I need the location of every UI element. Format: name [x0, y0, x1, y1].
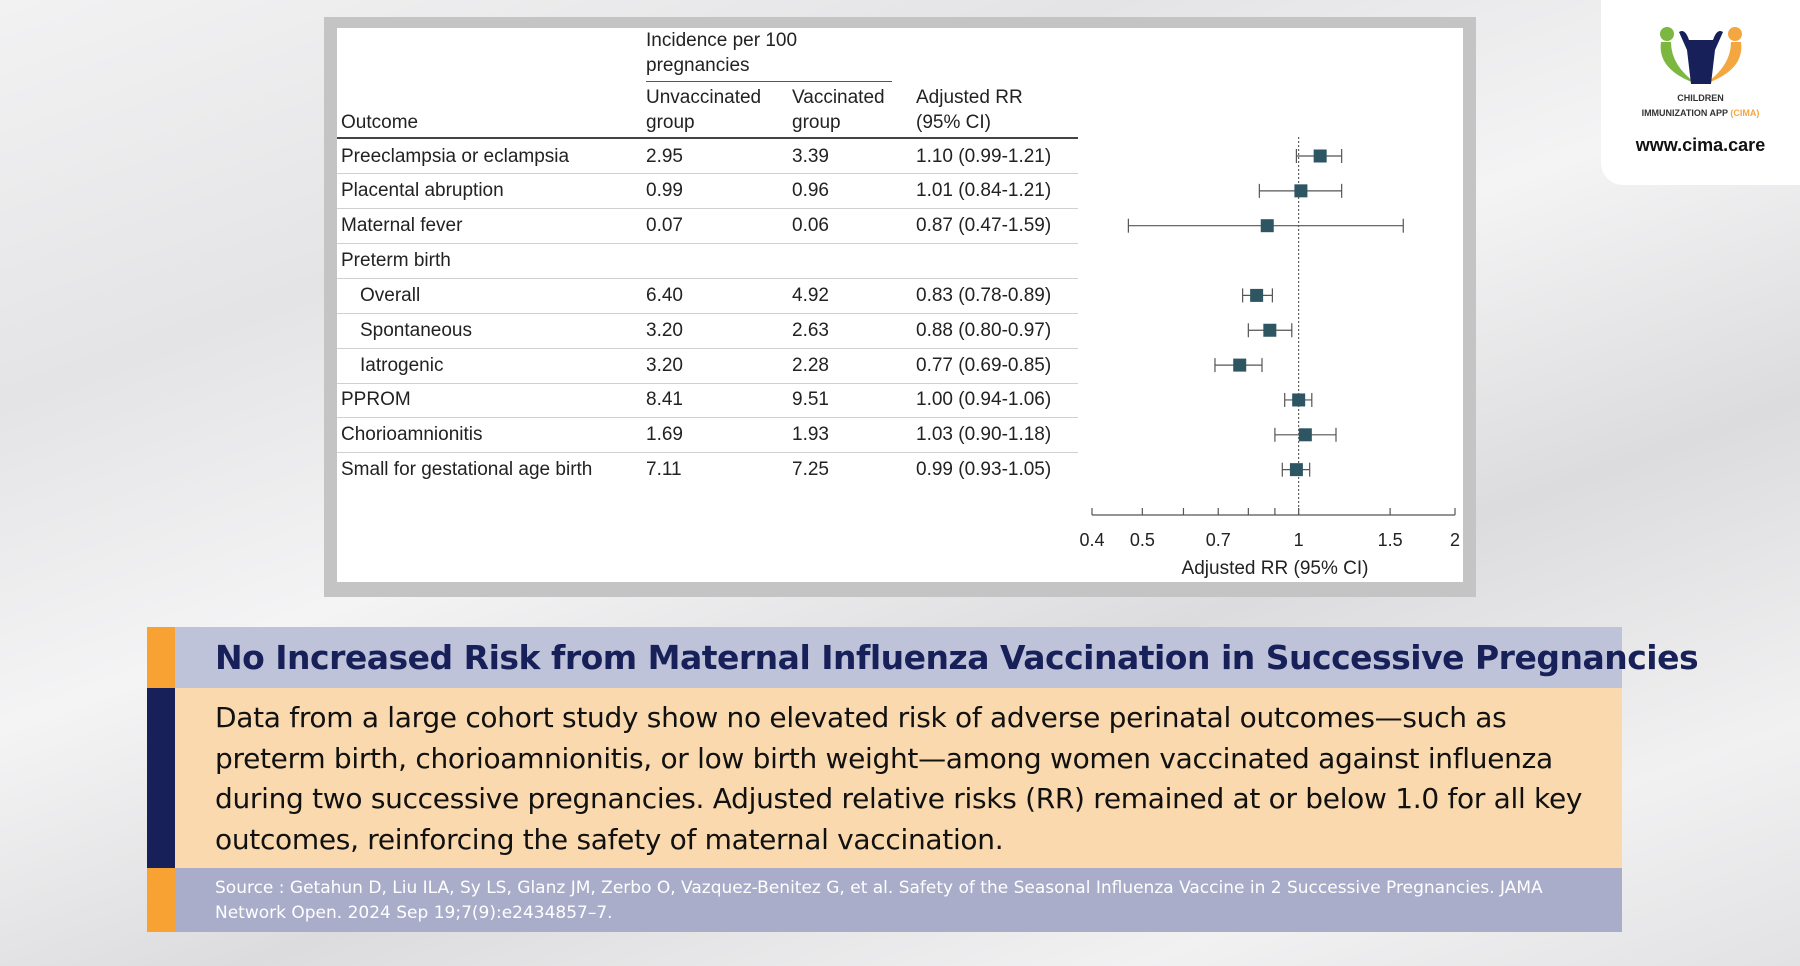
point-estimate: [1313, 149, 1327, 163]
row-divider: [337, 452, 1078, 454]
cell-outcome: Spontaneous: [360, 319, 472, 341]
row-divider: [337, 312, 1078, 314]
x-tick-label: 2: [1450, 530, 1460, 550]
x-tick-label: 0.7: [1206, 530, 1231, 550]
cell-vaccinated: 2.28: [792, 354, 829, 376]
logo-line1: CHILDREN: [1677, 93, 1724, 103]
cell-rr: 1.01 (0.84-1.21): [916, 180, 1052, 202]
row-divider: [337, 417, 1078, 419]
point-estimate: [1250, 288, 1264, 302]
cell-vaccinated: 3.39: [792, 145, 829, 167]
point-estimate: [1298, 428, 1312, 442]
cima-logo[interactable]: CHILDREN IMMUNIZATION APP (CIMA) www.cim…: [1601, 0, 1800, 185]
x-tick-label: 0.4: [1079, 530, 1104, 550]
row-divider: [337, 208, 1078, 210]
row-divider: [337, 382, 1078, 384]
cell-rr: 0.87 (0.47-1.59): [916, 215, 1052, 237]
cell-unvaccinated: 2.95: [646, 145, 683, 167]
logo-line2-accent: (CIMA): [1730, 108, 1760, 118]
cell-rr: 0.83 (0.78-0.89): [916, 284, 1052, 306]
cell-vaccinated: 4.92: [792, 284, 829, 306]
accent-strip: [147, 627, 175, 688]
logo-url[interactable]: www.cima.care: [1635, 135, 1766, 155]
point-estimate: [1263, 323, 1277, 337]
cell-unvaccinated: 1.69: [646, 424, 683, 446]
header-vaccinated: Vaccinated group: [792, 87, 885, 133]
x-tick-label: 1: [1294, 530, 1304, 550]
header-rule: [337, 137, 1078, 139]
row-divider: [337, 173, 1078, 175]
cell-outcome: Small for gestational age birth: [341, 459, 593, 481]
header-unvaccinated: Unvaccinated group: [646, 87, 762, 133]
point-estimate: [1260, 219, 1274, 233]
cell-unvaccinated: 7.11: [646, 459, 682, 481]
point-estimate: [1289, 463, 1303, 477]
banner-source: Source : Getahun D, Liu ILA, Sy LS, Glan…: [215, 878, 1543, 923]
row-divider: [337, 347, 1078, 349]
cell-outcome: Preeclampsia or eclampsia: [341, 145, 570, 167]
point-estimate: [1292, 393, 1306, 407]
cell-rr: 0.99 (0.93-1.05): [916, 459, 1052, 481]
cell-rr: 1.03 (0.90-1.18): [916, 424, 1052, 446]
summary-banner: No Increased Risk from Maternal Influenz…: [147, 627, 1699, 932]
header-divider: [646, 81, 892, 82]
cell-outcome: PPROM: [341, 389, 411, 411]
cell-vaccinated: 7.25: [792, 459, 829, 481]
accent-strip: [147, 688, 175, 868]
cima-logo-mark-icon: [1660, 27, 1742, 84]
banner-source-row: Source : Getahun D, Liu ILA, Sy LS, Glan…: [147, 868, 1622, 932]
cell-vaccinated: 9.51: [792, 389, 829, 411]
x-tick-label: 0.5: [1130, 530, 1155, 550]
cell-unvaccinated: 3.20: [646, 354, 683, 376]
banner-body: Data from a large cohort study show no e…: [215, 701, 1583, 856]
cell-outcome: Preterm birth: [341, 250, 451, 272]
cell-unvaccinated: 0.07: [646, 215, 683, 237]
cell-outcome: Iatrogenic: [360, 354, 444, 376]
x-axis-label: Adjusted RR (95% CI): [1182, 558, 1369, 579]
cell-outcome: Placental abruption: [341, 180, 504, 202]
cell-rr: 1.00 (0.94-1.06): [916, 389, 1052, 411]
row-divider: [337, 243, 1078, 245]
accent-strip: [147, 868, 175, 932]
cell-outcome: Maternal fever: [341, 215, 463, 237]
point-estimate: [1294, 184, 1308, 198]
row-divider: [337, 277, 1078, 279]
header-outcome: Outcome: [341, 112, 419, 133]
figure-canvas: [337, 28, 1463, 582]
banner-body-row: Data from a large cohort study show no e…: [147, 688, 1622, 868]
x-tick-label: 1.5: [1378, 530, 1403, 550]
cell-rr: 0.77 (0.69-0.85): [916, 354, 1052, 376]
cell-vaccinated: 0.06: [792, 215, 829, 237]
cell-vaccinated: 2.63: [792, 319, 829, 341]
cell-vaccinated: 1.93: [792, 424, 829, 446]
header-rr: Adjusted RR (95% CI): [916, 87, 1023, 133]
banner-title: No Increased Risk from Maternal Influenz…: [215, 638, 1699, 677]
cell-outcome: Chorioamnionitis: [341, 424, 483, 446]
cell-unvaccinated: 0.99: [646, 180, 683, 202]
cell-unvaccinated: 3.20: [646, 319, 683, 341]
forest-plot-figure: [324, 17, 1476, 597]
cell-outcome: Overall: [360, 284, 421, 306]
banner-title-row: No Increased Risk from Maternal Influenz…: [147, 627, 1699, 688]
logo-line2: IMMUNIZATION APP (CIMA): [1601, 108, 1800, 118]
cell-unvaccinated: 6.40: [646, 284, 683, 306]
header-incidence: Incidence per 100 pregnancies: [646, 30, 798, 76]
cell-unvaccinated: 8.41: [646, 389, 683, 411]
cell-rr: 0.88 (0.80-0.97): [916, 319, 1052, 341]
cell-rr: 1.10 (0.99-1.21): [916, 145, 1052, 167]
logo-line2-text: IMMUNIZATION APP: [1641, 108, 1728, 118]
point-estimate: [1233, 358, 1247, 372]
cell-vaccinated: 0.96: [792, 180, 829, 202]
